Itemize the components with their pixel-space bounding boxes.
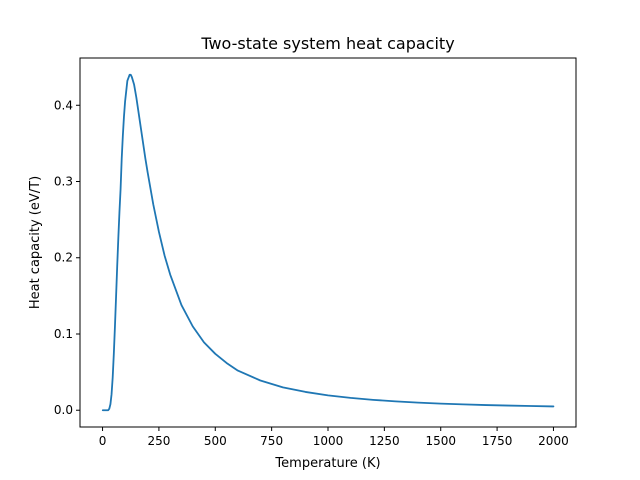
x-axis-label: Temperature (K) bbox=[274, 456, 380, 471]
x-tick-label: 1750 bbox=[482, 434, 513, 448]
x-tick-label: 1250 bbox=[369, 434, 400, 448]
x-tick-label: 750 bbox=[260, 434, 283, 448]
y-tick-label: 0.4 bbox=[54, 98, 73, 112]
chart-title: Two-state system heat capacity bbox=[200, 34, 454, 53]
series-layer bbox=[101, 73, 555, 412]
x-tick-label: 500 bbox=[204, 434, 227, 448]
plot-area: 0 250 500 750 1000 1250 1500 1750 2000 0.0 0.1 0.2… bbox=[54, 57, 577, 448]
x-tick-label: 250 bbox=[147, 434, 170, 448]
y-tick-label: 0.1 bbox=[54, 327, 73, 341]
y-tick-label: 0.2 bbox=[54, 251, 73, 265]
x-tick-label: 1500 bbox=[425, 434, 456, 448]
y-tick-label: 0.3 bbox=[54, 175, 73, 189]
x-tick-label: 2000 bbox=[538, 434, 569, 448]
x-tick-label: 0 bbox=[99, 434, 107, 448]
y-axis: 0.0 0.1 0.2 0.3 0.4 bbox=[54, 98, 80, 417]
y-tick-label: 0.0 bbox=[54, 403, 73, 417]
x-tick-label: 1000 bbox=[313, 434, 344, 448]
axes-frame bbox=[79, 57, 577, 428]
series-line-0 bbox=[101, 73, 555, 412]
y-axis-label: Heat capacity (eV/T) bbox=[28, 176, 43, 309]
x-axis: 0 250 500 750 1000 1250 1500 1750 2000 bbox=[99, 427, 569, 448]
